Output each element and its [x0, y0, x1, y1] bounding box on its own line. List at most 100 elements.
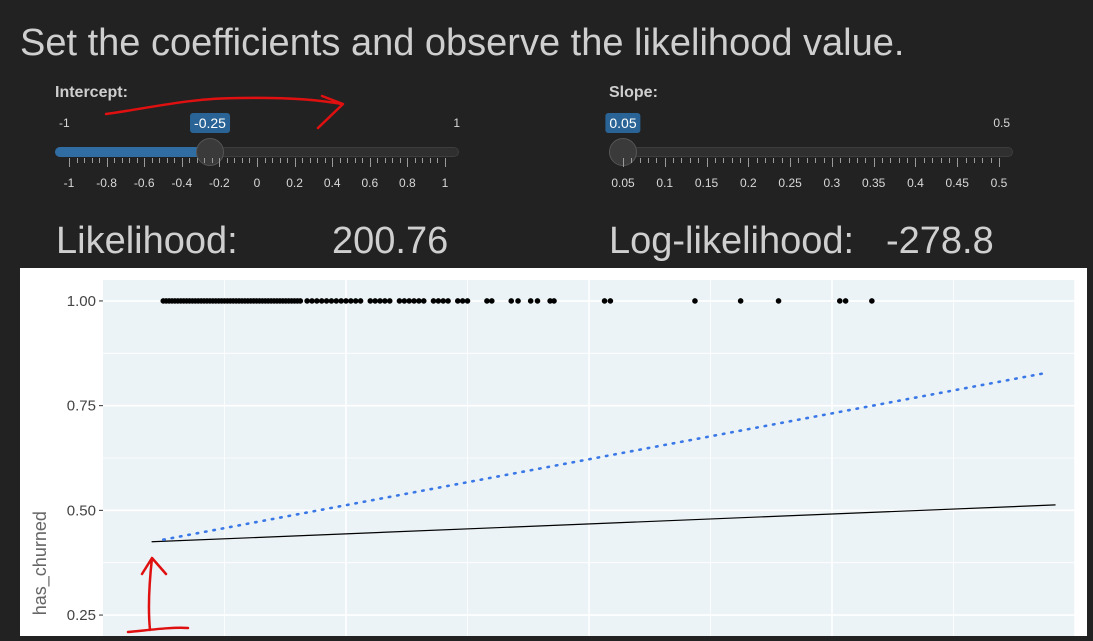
slider-tick: [907, 158, 909, 163]
data-point: [377, 298, 383, 304]
slider-tick: [136, 158, 138, 163]
data-point: [367, 298, 374, 304]
data-point: [401, 298, 408, 304]
data-point: [869, 298, 875, 304]
data-point: [464, 298, 471, 304]
slider-tick: [166, 158, 168, 163]
slider-tick: [623, 158, 624, 167]
intercept-handle[interactable]: [196, 138, 224, 166]
data-point: [386, 298, 393, 304]
data-point: [551, 298, 557, 304]
likelihood-label: Likelihood:: [56, 220, 238, 262]
slider-tick: [362, 158, 364, 163]
data-point: [607, 298, 614, 304]
log-likelihood-value: -278.8: [886, 220, 994, 262]
slider-tick-label: -0.2: [209, 176, 230, 190]
slider-tick: [848, 158, 850, 163]
data-point: [348, 298, 354, 304]
slider-tick: [631, 158, 633, 163]
y-tick-label: 1.00: [67, 293, 96, 310]
slider-tick: [673, 158, 675, 163]
slider-tick: [723, 158, 725, 163]
data-point: [328, 298, 335, 304]
slider-tick: [407, 158, 409, 167]
slider-tick: [823, 158, 825, 163]
data-point: [309, 298, 315, 304]
slider-tick: [948, 158, 950, 163]
data-point: [836, 298, 843, 304]
slider-tick-label: 0: [253, 176, 261, 190]
data-point: [411, 298, 417, 304]
slider-tick: [211, 158, 213, 163]
slider-tick: [798, 158, 800, 163]
log-likelihood-label: Log-likelihood:: [609, 220, 855, 262]
slider-tick: [806, 158, 808, 163]
slider-tick: [84, 158, 86, 163]
slider-tick-label: 0.6: [361, 176, 379, 190]
slope-slider[interactable]: Slope: 0.5 0.05 0.05 0.1 0.15 0.2 0.25 0.3 0.3…: [605, 82, 1014, 192]
slider-tick: [698, 158, 700, 163]
slider-tick-label: 1: [441, 176, 449, 190]
slider-tick: [91, 158, 93, 163]
data-point: [435, 298, 442, 304]
slider-tick: [748, 158, 750, 167]
slope-ticks: [609, 158, 1013, 168]
intercept-min-label: -1: [59, 116, 70, 130]
data-point: [489, 298, 495, 304]
y-tick-label: 0.25: [67, 607, 96, 624]
slider-tick: [384, 158, 386, 163]
data-point: [515, 298, 521, 304]
intercept-ticks: [55, 158, 459, 168]
slider-tick: [739, 158, 741, 163]
slider-tick: [915, 158, 917, 167]
slider-tick: [76, 158, 78, 163]
intercept-slider[interactable]: Intercept: -1 1 -0.25 -1 -0.8 -0.6 -0.4 -0.2…: [55, 82, 460, 192]
slider-tick: [249, 158, 251, 163]
slider-tick: [287, 158, 289, 163]
slider-tick-label: 0.4: [323, 176, 341, 190]
slider-tick: [99, 158, 101, 163]
slider-tick: [648, 158, 650, 163]
slider-tick: [781, 158, 783, 163]
data-point: [692, 298, 698, 304]
slider-tick: [681, 158, 683, 163]
slider-tick: [898, 158, 900, 163]
slider-tick: [257, 158, 258, 167]
slider-tick-label: 0.3: [823, 176, 841, 190]
data-point: [484, 298, 490, 304]
slider-tick: [369, 158, 371, 167]
slider-tick-label: 0.2: [286, 176, 303, 190]
slider-tick: [656, 158, 658, 163]
slider-tick: [226, 158, 228, 163]
slider-tick: [422, 158, 424, 163]
likelihood-plot: 1.00 0.75 0.50 0.25 has_churned: [20, 268, 1087, 636]
slider-tick-label: 0.05: [611, 176, 635, 190]
slider-tick-label: -1: [63, 176, 75, 190]
slider-tick: [882, 158, 884, 163]
slider-tick: [965, 158, 967, 163]
slider-tick: [189, 158, 191, 163]
slider-tick-label: 0.5: [990, 176, 1008, 190]
data-point: [343, 298, 349, 304]
slider-tick: [332, 158, 334, 167]
data-point: [842, 298, 849, 304]
y-tick-label: 0.50: [67, 502, 96, 519]
slider-tick-label: 0.25: [778, 176, 802, 190]
slider-tick-label: 0.4: [907, 176, 924, 190]
intercept-track-fill: [55, 147, 210, 157]
slider-tick: [790, 158, 792, 167]
intercept-max-label: 1: [453, 116, 460, 130]
slider-tick: [392, 158, 394, 163]
slider-tick: [706, 158, 708, 167]
slider-tick: [241, 158, 243, 163]
data-point: [314, 298, 320, 304]
slider-tick: [272, 158, 274, 163]
slider-tick: [973, 158, 975, 163]
slider-tick-label: -0.6: [133, 176, 155, 190]
slider-tick: [354, 158, 356, 163]
slider-tick: [174, 158, 176, 163]
slider-tick: [982, 158, 984, 163]
data-point: [406, 298, 412, 304]
slope-value-badge: 0.05: [605, 113, 641, 133]
data-point: [454, 298, 461, 304]
